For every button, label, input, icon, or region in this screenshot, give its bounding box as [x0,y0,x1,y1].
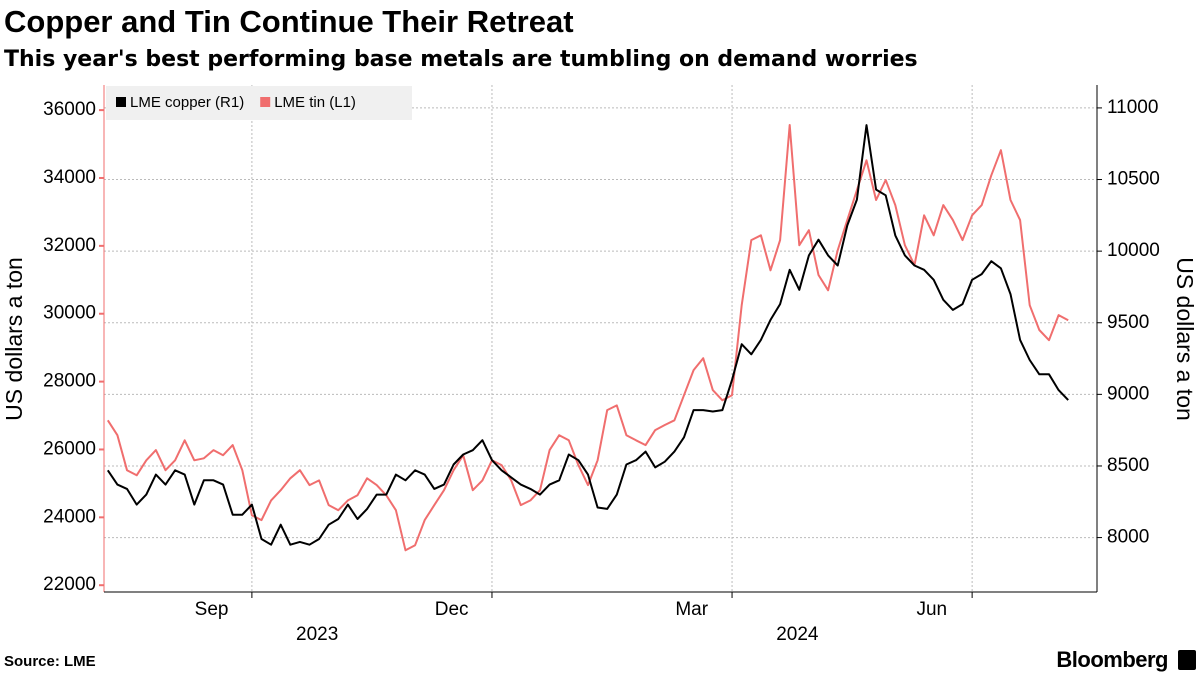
series-line [106,124,1069,552]
y2-tick-label: 9000 [1107,383,1149,404]
source: Source: LME [4,653,96,670]
x-tick-label: Jun [916,599,947,620]
x-tick-label: Dec [435,599,469,620]
y2-tick-label: 8000 [1107,527,1149,548]
legend-swatch [260,97,271,107]
y2-tick-label: 10500 [1107,169,1160,190]
legend-label: LME tin (L1) [274,94,356,111]
y-tick-label: 24000 [43,506,96,527]
y-axis-label: US dollars a ton [1,257,27,421]
y2-tick-label: 11000 [1107,97,1158,118]
y-tick-label: 34000 [43,167,96,188]
chart-title: Copper and Tin Continue Their Retreat [4,4,574,39]
y-tick-label: 28000 [43,371,96,392]
x-tick-label: Mar [675,599,708,620]
y2-axis-label: US dollars a ton [1172,257,1198,421]
brand: Bloomberg [1056,647,1168,672]
y-tick-label: 32000 [43,235,96,256]
chart-subtitle: This year's best performing base metals … [4,47,918,72]
y-tick-label: 36000 [43,99,96,120]
legend-box [106,86,412,120]
y2-tick-label: 10000 [1107,240,1160,261]
x-tick-label: Sep [195,599,229,620]
x-year-label: 2023 [296,624,338,645]
y2-tick-label: 8500 [1107,455,1149,476]
y-tick-label: 22000 [43,574,96,595]
y2-tick-label: 9500 [1107,312,1149,333]
legend-swatch [116,97,126,107]
brand-icon [1178,650,1196,670]
legend-label: LME copper (R1) [130,94,244,111]
y-tick-label: 30000 [43,303,96,324]
y-tick-label: 26000 [43,438,96,459]
x-year-label: 2024 [776,624,819,645]
series-line [106,124,1069,546]
